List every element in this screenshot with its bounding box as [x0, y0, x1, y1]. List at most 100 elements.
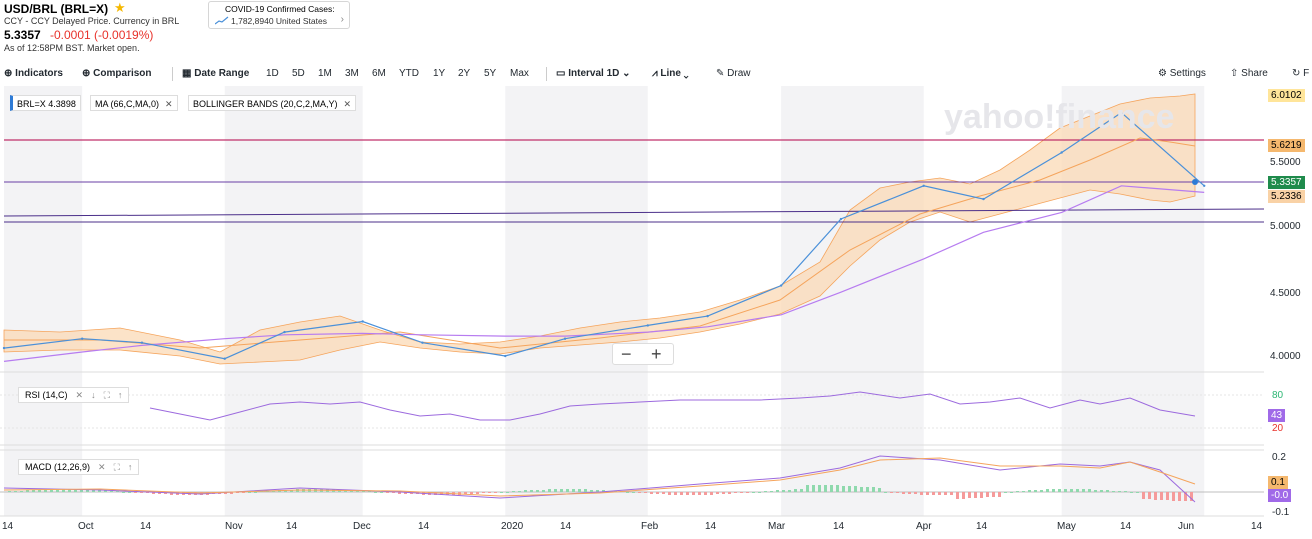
price-point	[982, 197, 985, 201]
quote-subtitle: CCY - CCY Delayed Price. Currency in BRL	[4, 16, 180, 26]
macd-histogram-bar	[68, 489, 71, 492]
macd-histogram-bar	[992, 492, 995, 497]
macd-histogram-bar	[950, 492, 953, 495]
price-point	[646, 324, 649, 327]
range-1d[interactable]: 1D	[266, 68, 279, 79]
macd-chip[interactable]: MACD (12,26,9) ✕ ⛶ ↑	[18, 459, 140, 475]
symbol-chip[interactable]: BRL=X 4.3898	[10, 95, 81, 111]
price-point	[563, 337, 567, 340]
macd-histogram-bar	[386, 492, 389, 493]
macd-histogram-bar	[656, 492, 659, 494]
macd-histogram-bar	[1034, 490, 1037, 492]
range-ytd[interactable]: YTD	[399, 68, 419, 79]
date-range-button[interactable]: ▦ Date Range	[182, 68, 250, 79]
arrow-down-icon: ↓	[91, 390, 96, 400]
macd-histogram-bar	[836, 485, 839, 492]
covid-widget[interactable]: COVID-19 Confirmed Cases: 1,782,8940 Uni…	[208, 1, 350, 29]
x-axis-label: 14	[140, 521, 152, 532]
macd-histogram-bar	[788, 490, 791, 492]
macd-histogram-bar	[920, 492, 923, 495]
macd-histogram-bar	[236, 492, 239, 493]
range-5y[interactable]: 5Y	[484, 68, 497, 79]
covid-title: COVID-19 Confirmed Cases:	[225, 4, 335, 14]
macd-histogram-bar	[878, 488, 881, 492]
price-point	[1060, 151, 1063, 154]
ma-chip[interactable]: MA (66,C,MA,0) ✕	[90, 95, 178, 111]
macd-histogram-bar	[938, 492, 941, 495]
indicators-button[interactable]: ⊕ Indicators	[4, 68, 63, 79]
price-point	[140, 341, 144, 344]
settings-button[interactable]: ⚙ Settings	[1158, 68, 1206, 79]
macd-histogram-bar	[62, 489, 65, 492]
macd-histogram-bar	[626, 492, 629, 493]
macd-histogram-bar	[170, 492, 173, 495]
macd-histogram-bar	[764, 491, 767, 492]
macd-histogram-bar	[470, 492, 473, 494]
close-icon[interactable]: ✕	[165, 99, 173, 109]
macd-histogram-bar	[974, 492, 977, 498]
macd-histogram-bar	[980, 492, 983, 498]
range-1m[interactable]: 1M	[318, 68, 332, 79]
macd-histogram-bar	[896, 492, 899, 493]
macd-histogram-bar	[1070, 489, 1073, 492]
macd-histogram-bar	[1100, 490, 1103, 492]
macd-histogram-bar	[74, 489, 77, 492]
zoom-in-button[interactable]: +	[651, 344, 662, 364]
macd-histogram-bar	[554, 489, 557, 492]
macd-histogram-bar	[488, 492, 491, 493]
macd-histogram-bar	[140, 492, 143, 493]
month-stripe	[505, 86, 648, 516]
range-3m[interactable]: 3M	[345, 68, 359, 79]
macd-histogram-bar	[590, 490, 593, 492]
macd-histogram-bar	[224, 492, 227, 494]
range-6m[interactable]: 6M	[372, 68, 386, 79]
last-price-dot	[1192, 179, 1198, 185]
macd-histogram-bar	[398, 492, 401, 494]
macd-histogram-bar	[548, 489, 551, 492]
bollinger-chip[interactable]: BOLLINGER BANDS (20,C,2,MA,Y) ✕	[188, 95, 357, 111]
macd-histogram-bar	[1094, 490, 1097, 492]
macd-histogram-bar	[32, 490, 35, 492]
x-axis-label: Nov	[225, 521, 243, 532]
price-point	[80, 337, 84, 340]
macd-histogram-bar	[44, 489, 47, 492]
macd-histogram-bar	[524, 490, 527, 492]
price-tag-lower: 5.2336	[1268, 190, 1305, 203]
rsi-chip[interactable]: RSI (14,C) ✕ ↓ ⛶ ↑	[18, 387, 130, 403]
band-mid-line	[4, 137, 1196, 349]
macd-histogram-bar	[1130, 492, 1133, 493]
x-axis-label: Apr	[916, 521, 932, 532]
x-axis-label: 14	[1120, 521, 1132, 532]
price-point	[283, 330, 286, 334]
chart-type-dropdown[interactable]: ⩘ Line ⌄	[652, 68, 689, 79]
macd-histogram-bar	[230, 492, 233, 494]
macd-histogram-bar	[464, 492, 467, 494]
comparison-button[interactable]: ⊕ Comparison	[82, 68, 152, 79]
x-axis-label: 2020	[501, 521, 524, 532]
macd-histogram-bar	[1040, 490, 1043, 492]
interval-dropdown[interactable]: ▭ Interval 1D ⌄	[556, 68, 631, 79]
macd-histogram-bar	[680, 492, 683, 495]
macd-histogram-bar	[716, 492, 719, 494]
star-icon[interactable]: ★	[114, 0, 126, 15]
range-2y[interactable]: 2Y	[458, 68, 471, 79]
macd-histogram-bar	[668, 492, 671, 495]
fullscreen-button[interactable]: ↻ F	[1292, 68, 1310, 79]
bollinger-band	[3, 93, 1196, 365]
macd-histogram-bar	[1106, 490, 1109, 492]
month-stripe	[224, 86, 363, 516]
range-5d[interactable]: 5D	[292, 68, 305, 79]
zoom-out-button[interactable]: −	[621, 344, 632, 364]
price-tick: 4.0000	[1270, 351, 1301, 362]
share-button[interactable]: ⇧ Share	[1230, 68, 1268, 79]
draw-button[interactable]: ✎ Draw	[716, 68, 751, 79]
x-axis-label: 14	[705, 521, 717, 532]
macd-histogram-bar	[116, 491, 119, 492]
macd-histogram-bar	[752, 492, 755, 493]
close-icon[interactable]: ✕	[343, 99, 352, 109]
range-1y[interactable]: 1Y	[433, 68, 446, 79]
macd-tick: 0.2	[1272, 452, 1286, 463]
macd-histogram-bar	[698, 492, 701, 495]
range-max[interactable]: Max	[510, 68, 529, 79]
